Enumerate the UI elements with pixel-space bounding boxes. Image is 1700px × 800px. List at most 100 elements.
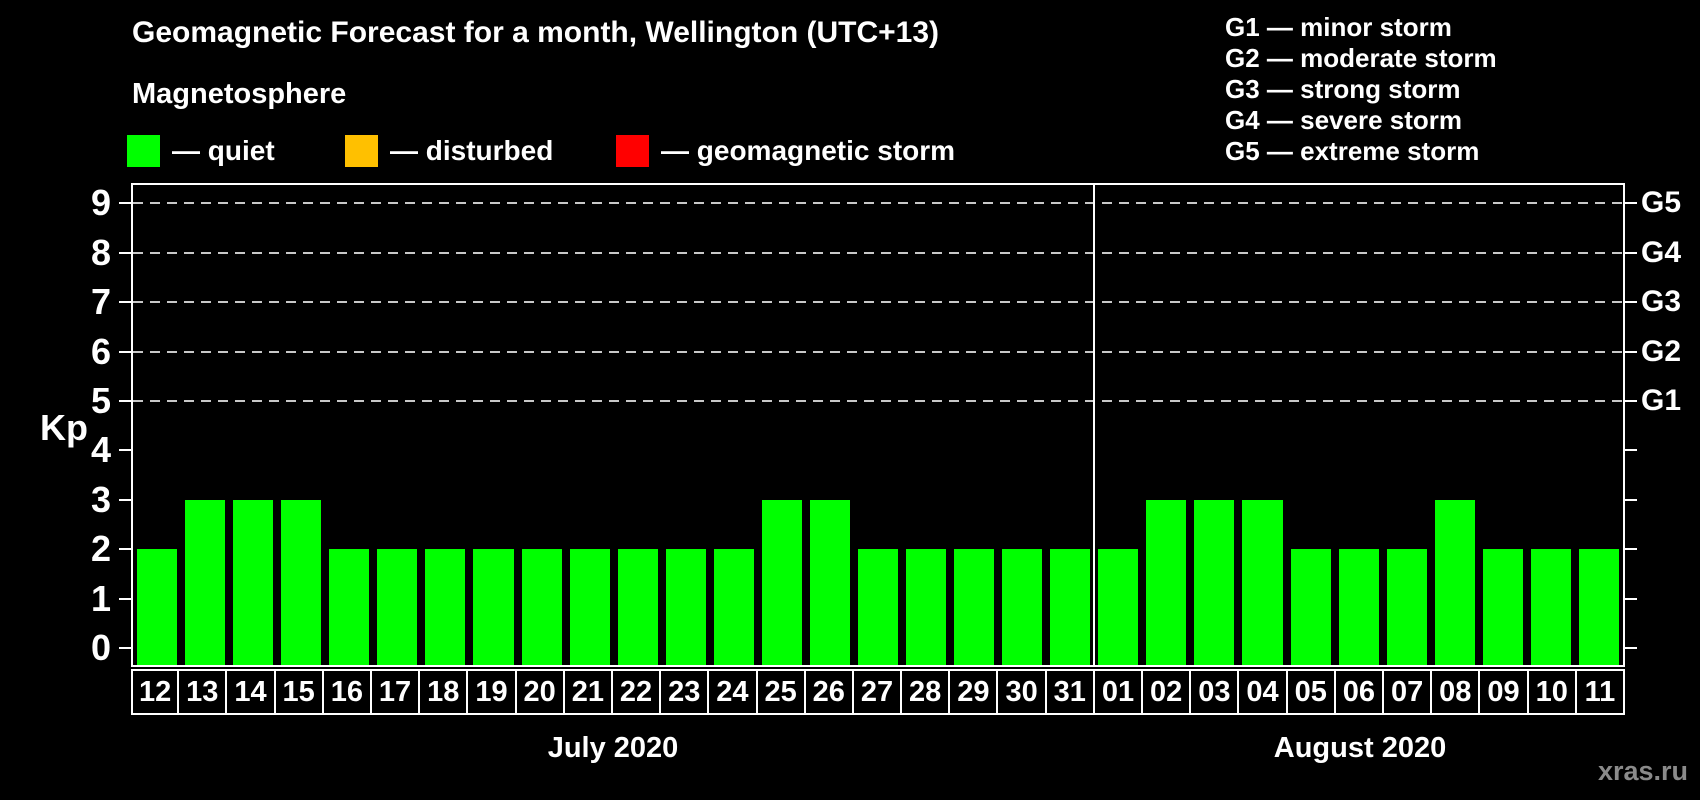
day-label-cell-29: 29 [950,669,999,715]
gridline-kp7 [133,301,1623,304]
kp-bar-day-19 [473,549,514,665]
g-axis-label-g5: G5 [1641,186,1682,220]
quiet-color-swatch [127,135,160,167]
month-label-july: July 2020 [547,732,679,764]
gridline-kp5 [133,400,1623,402]
kp-bar-day-16 [329,549,370,665]
page-title: Geomagnetic Forecast for a month, Wellin… [132,16,940,49]
g4-legend-line: G4 — severe storm [1225,105,1463,135]
day-label-cell-13: 13 [179,669,228,715]
kp-bar-day-24 [713,549,754,665]
kp-bar-day-30 [1002,549,1043,665]
day-label-cell-28: 28 [902,669,951,715]
g-axis-label-g3: G3 [1641,285,1682,319]
y-tick-left-5 [119,400,131,402]
day-label-cell-22: 22 [612,669,662,715]
y-tick-right-8 [1625,251,1637,254]
y-axis-label-4: 4 [90,429,111,471]
g2-legend-line: G2 — moderate storm [1225,43,1497,73]
y-tick-left-9 [119,202,131,205]
kp-bar-day-28 [906,549,947,665]
day-label-cell-11: 11 [1576,669,1625,715]
y-tick-left-1 [119,597,131,600]
kp-bar-day-27 [857,549,899,665]
y-tick-left-0 [119,647,131,649]
y-tick-left-7 [119,301,131,304]
y-tick-right-6 [1625,350,1637,353]
y-axis-label-1: 1 [90,577,111,619]
kp-bar-day-02 [1146,499,1187,665]
day-label-cell-14: 14 [227,669,276,715]
kp-bar-day-22 [617,549,658,665]
kp-bar-day-20 [521,549,562,665]
y-tick-right-0 [1625,647,1637,649]
day-label-cell-08: 08 [1432,669,1481,715]
magnetosphere-subtitle: Magnetosphere [132,78,347,110]
kp-bar-day-03 [1194,499,1235,665]
month-separator [1093,185,1096,665]
kp-bar-day-17 [377,549,418,665]
day-label-cell-02: 02 [1143,669,1192,715]
kp-bar-day-18 [425,549,466,665]
y-axis-label-6: 6 [90,330,111,372]
month-label-august: August 2020 [1273,732,1447,764]
plot-area: 0 1 2 3 4 5 6 7 8 9 G1 G2 G3 G4 G5 [91,183,1681,667]
day-label-cell-26: 26 [805,669,854,715]
g3-legend-line: G3 — strong storm [1225,74,1461,104]
kp-bar-day-12 [137,549,178,665]
day-label-cell-03: 03 [1191,669,1240,715]
y-axis-label-8: 8 [90,231,111,273]
g1-legend-line: G1 — minor storm [1225,12,1452,42]
y-tick-right-4 [1625,449,1637,452]
y-axis-label-0: 0 [90,627,111,668]
legend-item-disturbed: — disturbed [345,131,553,171]
day-label-cell-07: 07 [1384,669,1433,715]
gridline-kp9 [133,202,1623,205]
kp-bar-day-25 [761,499,802,665]
day-label-cell-25: 25 [757,669,806,715]
y-tick-left-6 [119,350,131,353]
kp-bar-day-26 [809,499,850,665]
day-label-cell-19: 19 [468,669,517,715]
y-axis-label-7: 7 [90,281,111,323]
day-label-cell-24: 24 [709,669,758,715]
kp-bar-day-01 [1098,549,1139,665]
kp-bar-day-29 [954,549,995,665]
legend-disturbed-label: — disturbed [390,135,554,166]
kp-bar-day-06 [1338,549,1379,665]
kp-bar-day-08 [1434,499,1475,665]
y-axis-label-3: 3 [90,478,111,520]
kp-axis-title: Kp [40,407,88,448]
day-label-cell-15: 15 [275,669,324,715]
y-tick-left-8 [119,251,131,254]
kp-bar-day-21 [569,549,610,665]
y-tick-right-7 [1625,301,1637,304]
day-axis-row: 12 13 14 15 16 17 18 19 20 21 22 23 24 25 26 27 28 29 30 31… [131,669,1625,715]
legend-quiet-label: — quiet [172,135,275,166]
day-label-cell-30: 30 [998,669,1047,715]
day-label-cell-21: 21 [564,669,613,715]
g-axis-label-g4: G4 [1641,235,1682,269]
day-label-cell-18: 18 [420,669,469,715]
kp-bar-day-10 [1530,549,1571,665]
kp-bar-day-31 [1050,549,1091,665]
day-label-cell-09: 09 [1480,669,1529,715]
y-tick-right-9 [1625,202,1637,205]
y-tick-left-2 [119,548,131,551]
y-tick-left-3 [119,498,131,501]
day-label-cell-31: 31 [1046,669,1095,715]
legend-item-storm: — geomagnetic storm [616,131,955,171]
legend-storm-label: — geomagnetic storm [661,135,956,166]
g-axis-label-g1: G1 [1641,384,1682,417]
kp-bar-day-14 [233,499,274,665]
y-tick-right-3 [1625,498,1637,501]
kp-bar-day-23 [665,549,706,665]
y-axis-label-2: 2 [90,528,111,570]
kp-bar-day-15 [281,499,322,665]
kp-bar-day-13 [185,499,226,665]
y-tick-right-5 [1625,400,1637,402]
gridline-kp8 [133,251,1623,254]
day-label-cell-20: 20 [516,669,565,715]
day-label-cell-27: 27 [853,669,903,715]
day-label-cell-01: 01 [1094,669,1144,715]
